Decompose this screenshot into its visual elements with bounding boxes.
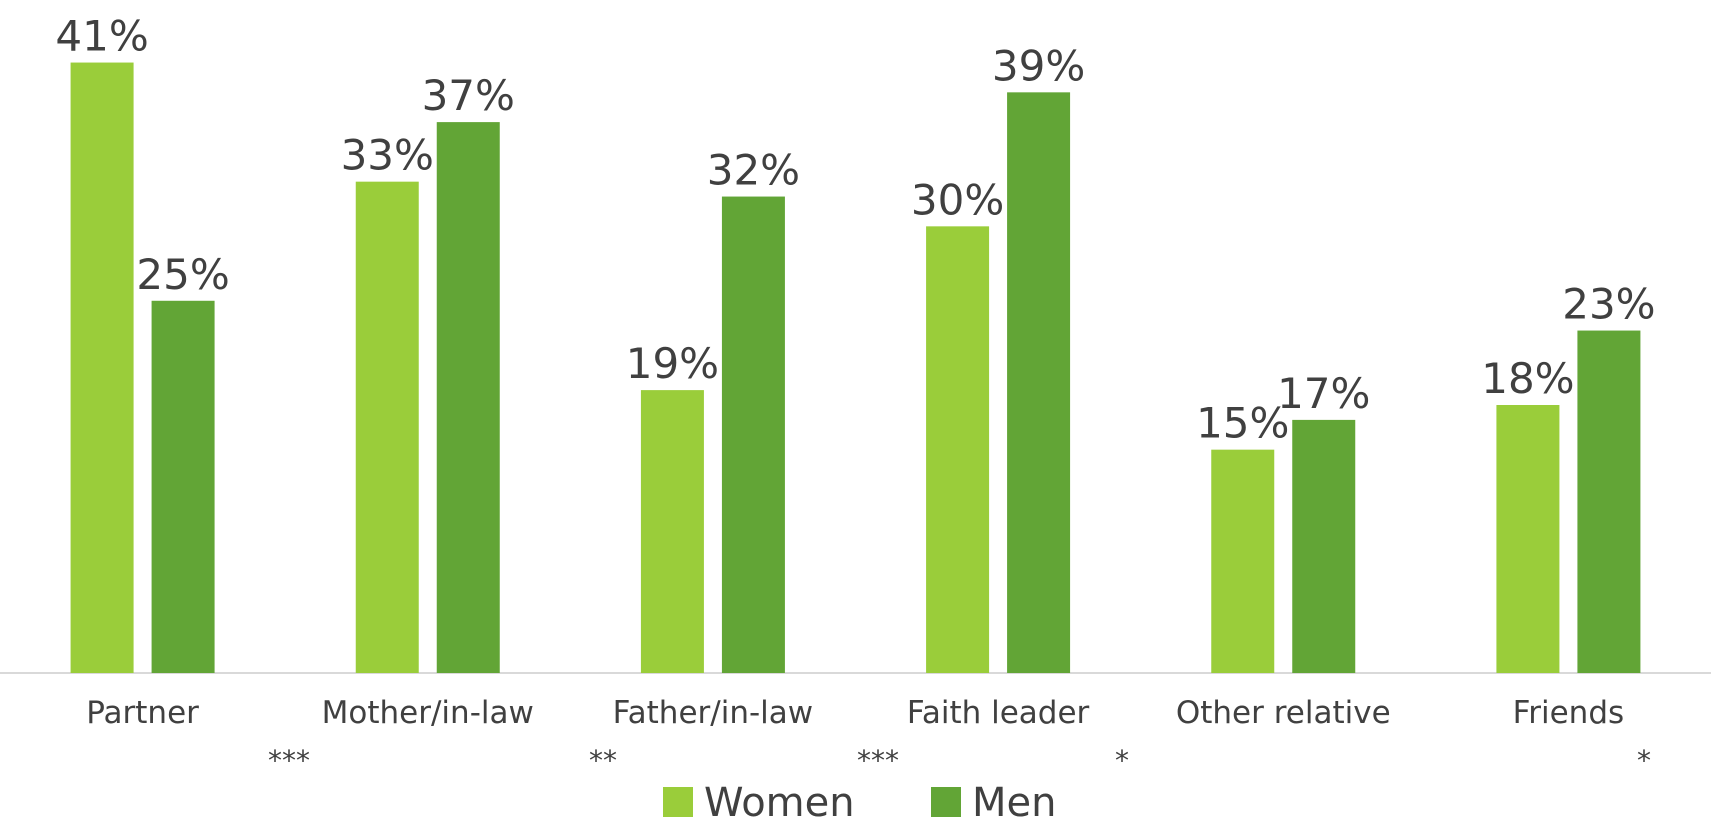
- bar: [151, 300, 215, 673]
- significance-marker: **: [589, 744, 617, 777]
- bar: [1211, 449, 1275, 673]
- bar: [1007, 92, 1071, 674]
- significance-marker: ***: [268, 744, 310, 777]
- significance-marker: *: [1637, 744, 1651, 777]
- value-label: 15%: [1196, 399, 1289, 448]
- legend-label: Women: [704, 780, 855, 822]
- bar: [436, 122, 500, 674]
- significance-marker: *: [1115, 744, 1129, 777]
- x-tick-label: Father/in-law: [613, 695, 813, 731]
- value-label: 39%: [992, 41, 1085, 90]
- bar: [640, 390, 704, 673]
- x-tick-label: Friends: [1513, 695, 1624, 731]
- x-tick-label: Faith leader: [907, 695, 1090, 731]
- value-label: 25%: [136, 250, 229, 299]
- value-label: 37%: [422, 71, 515, 120]
- value-label: 17%: [1277, 369, 1370, 418]
- bar: [1292, 419, 1356, 673]
- legend-label: Men: [972, 780, 1056, 822]
- x-tick-label: Mother/in-law: [322, 695, 534, 731]
- value-label: 18%: [1481, 354, 1574, 403]
- value-label: 33%: [341, 131, 434, 180]
- significance-marker: ***: [857, 744, 899, 777]
- bar: [70, 62, 134, 674]
- value-label: 19%: [626, 339, 719, 388]
- bar: [1577, 330, 1641, 673]
- legend-swatch: [663, 787, 693, 817]
- bar: [721, 196, 785, 674]
- value-label: 30%: [911, 175, 1004, 224]
- legend-swatch: [931, 787, 961, 817]
- x-tick-label: Other relative: [1176, 695, 1391, 731]
- value-label: 41%: [55, 12, 148, 61]
- value-label: 23%: [1562, 280, 1655, 329]
- value-label: 32%: [707, 146, 800, 195]
- bar: [355, 181, 419, 673]
- bar: [1496, 405, 1560, 673]
- bar: [926, 226, 990, 674]
- x-tick-label: Partner: [86, 695, 199, 731]
